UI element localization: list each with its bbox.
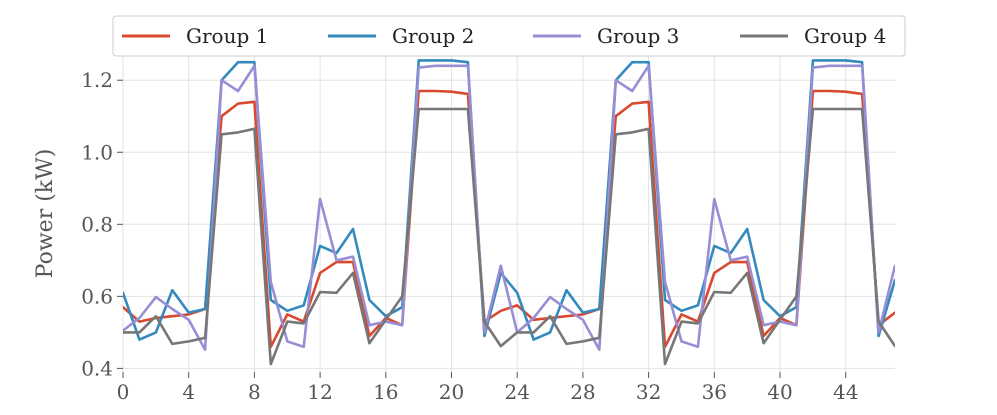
x-tick-label: 40 [767,380,792,404]
series-line-group-4 [123,107,895,366]
x-tick-label: 28 [570,380,595,404]
y-tick-label: 1.2 [81,68,113,92]
y-tick-label: 0.8 [81,212,113,236]
x-tick-label: 44 [833,380,858,404]
legend-label-group-4: Group 4 [804,24,886,48]
legend-label-group-2: Group 2 [392,24,474,48]
data-series [123,59,895,366]
y-tick-label: 0.6 [81,284,113,308]
x-tick-label: 0 [117,380,130,404]
y-tick-label: 1.0 [81,140,113,164]
x-tick-label: 12 [307,380,332,404]
x-tick-label: 24 [504,380,529,404]
x-tick-label: 20 [439,380,464,404]
x-tick-label: 8 [248,380,261,404]
x-tick-label: 4 [182,380,195,404]
x-tick-label: 16 [373,380,398,404]
x-tick-label: 36 [702,380,727,404]
series-line-group-2 [123,59,895,341]
legend-label-group-1: Group 1 [186,24,268,48]
legend-box [112,15,906,57]
y-axis-title: Power (kW) [33,149,58,279]
legend-label-group-3: Group 3 [597,24,679,48]
legend: Group 1 Group 2 Group 3 Group 4 [112,15,906,57]
series-line-group-1 [123,89,895,349]
axes: 0 4 8 12 16 20 24 28 32 36 40 44 0.4 0.6 0.8 1.0 1.2 Powe… [33,68,858,404]
x-tick-label: 32 [636,380,661,404]
y-tick-label: 0.4 [81,356,113,380]
series-line-group-3 [123,64,895,352]
